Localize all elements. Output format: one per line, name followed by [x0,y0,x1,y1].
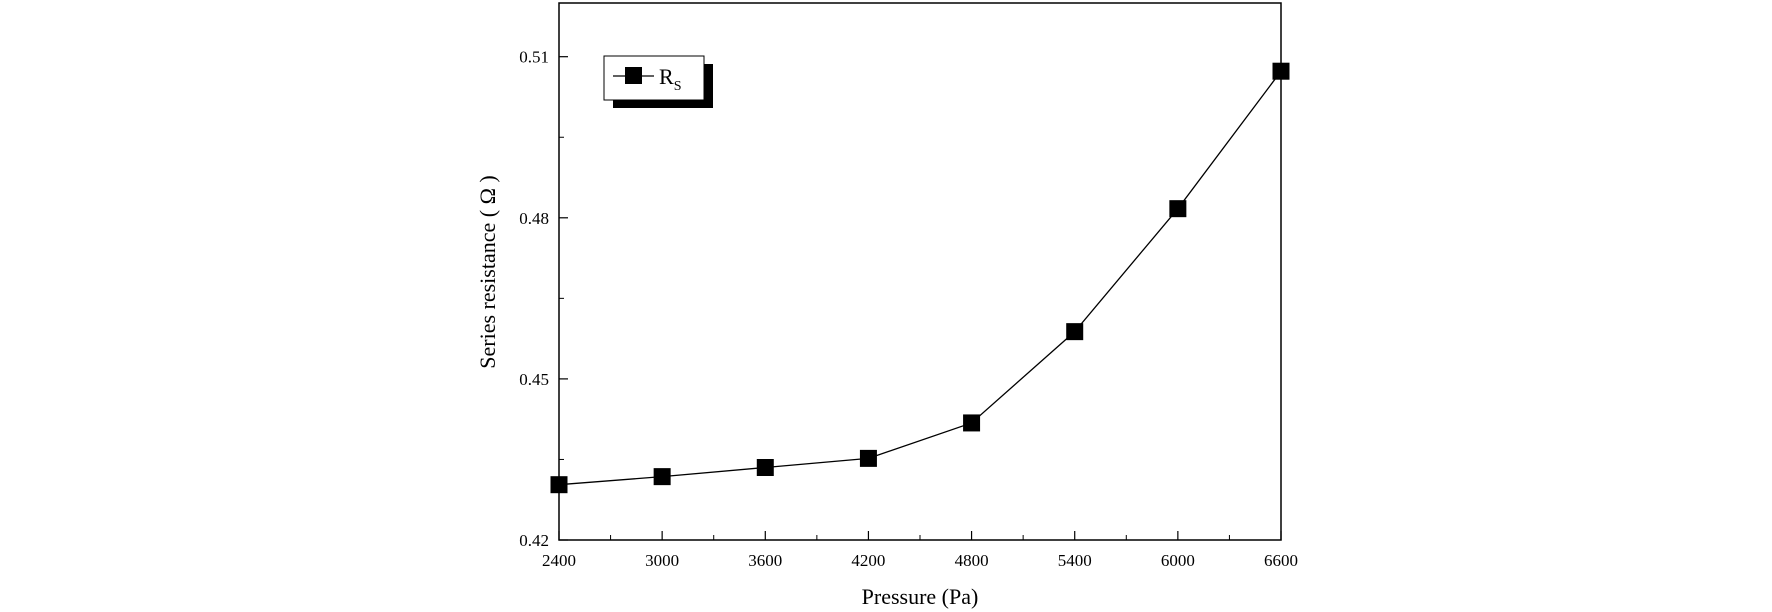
x-tick-label: 3000 [645,551,679,570]
y-axis-title: Series resistance ( Ω ) [475,175,500,369]
data-point-marker [653,468,671,486]
data-point-marker [1169,200,1187,218]
y-axis: 0.42 0.45 0.48 0.51 [519,48,568,550]
x-tick-label: 4200 [851,551,885,570]
legend: RS [603,55,713,108]
y-tick-label: 0.42 [519,531,549,550]
x-axis-title: Pressure (Pa) [862,584,979,609]
y-tick-label: 0.51 [519,48,549,67]
data-point-marker [756,459,774,477]
legend-label-main: R [659,64,674,89]
y-tick-label: 0.45 [519,370,549,389]
legend-marker [625,67,642,84]
x-tick-label: 5400 [1058,551,1092,570]
x-tick-label: 6000 [1161,551,1195,570]
legend-label-subscript: S [674,79,682,94]
data-point-marker [1066,323,1084,341]
data-point-marker [1272,62,1290,80]
data-point-marker [550,476,568,494]
data-point-marker [963,414,981,432]
data-point-marker [859,449,877,467]
x-tick-label: 3600 [748,551,782,570]
x-tick-label: 2400 [542,551,576,570]
series-line [558,70,1282,486]
legend-label: RS [659,64,681,94]
x-axis: 2400 3000 3600 4200 4800 5400 6000 6600 [542,531,1298,570]
y-tick-label: 0.48 [519,209,549,228]
series-layer [550,62,1290,494]
legend-box [603,55,705,101]
x-tick-label: 6600 [1264,551,1298,570]
x-tick-label: 4800 [955,551,989,570]
